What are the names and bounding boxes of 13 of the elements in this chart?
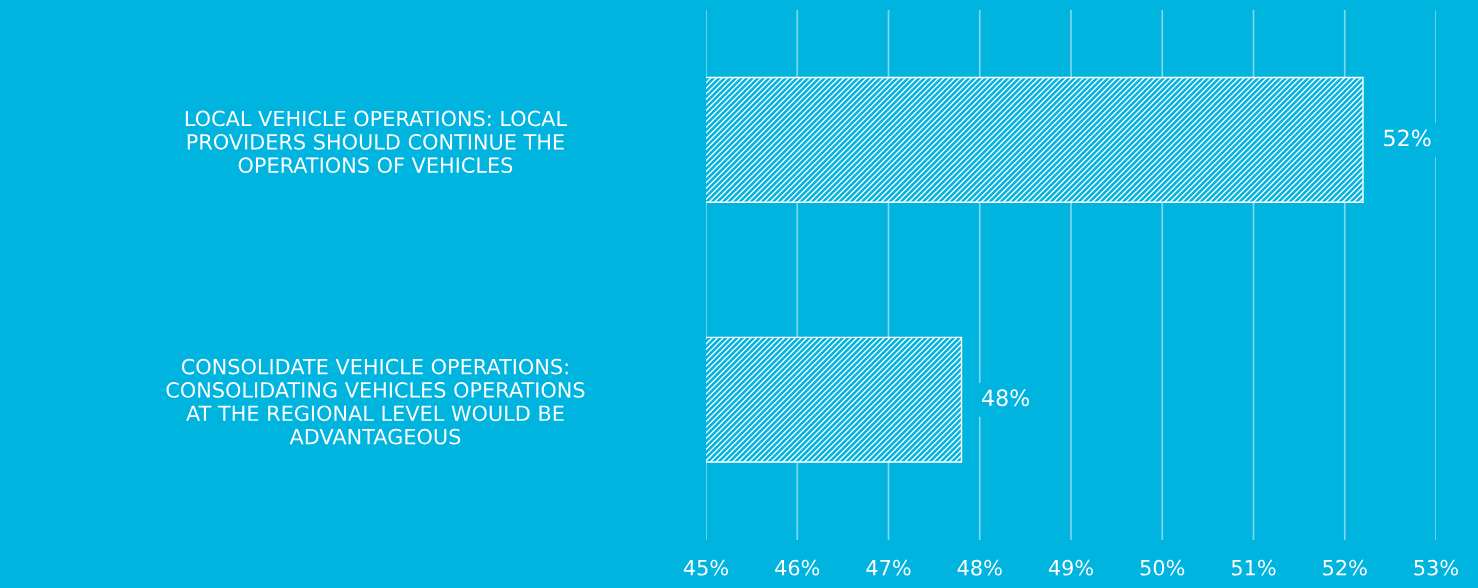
x-tick-label: 53% [1414,559,1458,576]
x-tick-label: 47% [866,559,911,576]
x-tick-label: 50% [1140,559,1185,576]
x-tick-label: 45% [683,559,728,576]
x-tick-label: 48% [957,559,1002,576]
y-tick-label: LOCAL VEHICLE OPERATIONS: LOCAL PROVIDERS SHOULD CONTINUE THE OPERATIONS OF VEHICLES [185,110,567,174]
y-tick-label: CONSOLIDATE VEHICLE OPERATIONS: CONSOLIDATING VEHICLES OPERATIONS AT THE REGIONAL LEVEL WOULD BE ADVANTAGEOUS [166,358,585,445]
x-tick-label: 51% [1231,559,1276,576]
x-tick-label: 49% [1048,559,1093,576]
x-tick-label: 46% [775,559,820,576]
data-label: 48% [982,389,1030,407]
x-tick-label: 52% [1323,559,1367,576]
data-label: 52% [1384,129,1431,147]
